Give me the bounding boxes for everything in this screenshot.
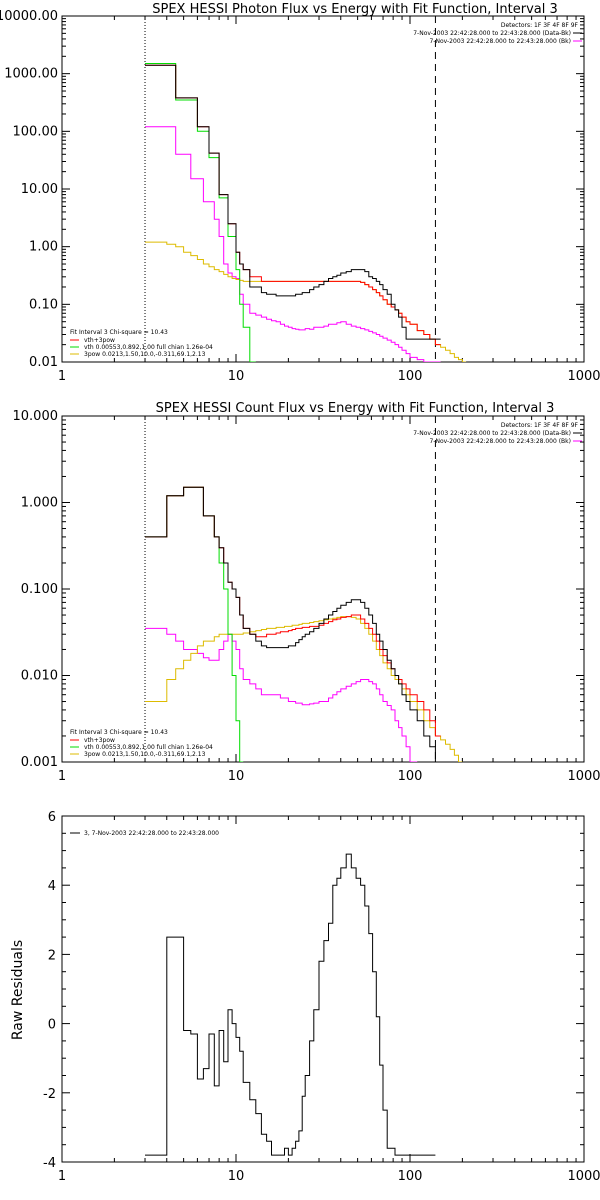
x-tick-label: 1 <box>58 369 66 384</box>
panel1-series <box>145 63 467 362</box>
panel1-fit-info: Fit Interval 3 Chi-square = 10.43 <box>70 329 168 336</box>
total-fit-line <box>145 486 441 737</box>
panel1-bk-interval: 7-Nov-2003 22:42:28.000 to 22:43:28.000 … <box>429 38 571 45</box>
panel2-thermal-label: vth 0.00553,0.892,1.00 full chian 1.26e-… <box>84 744 213 751</box>
panel1-title: SPEX HESSI Photon Flux vs Energy with Fi… <box>152 2 558 17</box>
residuals-line <box>145 853 436 1156</box>
panel2-axes: 1 10 100 1000 0.001 0.010 0.100 1.000 10.000 <box>13 409 600 784</box>
panel1-detectors: Detectors: 1F 3F 4F 8F 9F <box>501 22 579 29</box>
x-tick-label: 1 <box>58 769 66 784</box>
panel2-reference-lines <box>144 416 436 762</box>
thermal-line <box>145 63 256 362</box>
x-tick-label: 1000 <box>567 769 600 784</box>
x-tick-label: 1000 <box>567 369 600 384</box>
power-law-line <box>145 616 463 762</box>
panel2-detectors: Detectors: 1F 3F 4F 8F 9F <box>501 422 579 429</box>
panel3-legend-label: 3, 7-Nov-2003 22:42:28.000 to 22:43:28.0… <box>84 830 219 837</box>
y-tick-label: -2 <box>43 1087 56 1102</box>
y-tick-label: 0.100 <box>21 582 58 597</box>
y-tick-label: 2 <box>48 948 56 963</box>
y-tick-label: 10000.00 <box>0 9 58 24</box>
y-tick-label: 10.000 <box>13 409 59 424</box>
panel1-axes: 1 10 100 1000 0.01 0.10 1.00 10.00 100.00 1000.00… <box>0 9 600 384</box>
y-tick-label: 0.010 <box>21 669 58 684</box>
panel3-frame <box>61 815 585 1163</box>
y-tick-label: 4 <box>48 879 56 894</box>
panel2-series <box>145 486 463 762</box>
x-tick-label: 100 <box>398 1169 423 1184</box>
panel1-pow-label: 3pow 0.0213,1.50,10.0,-0.311,69.1,2.13 <box>84 351 206 358</box>
panel2-fit-info: Fit Interval 3 Chi-square = 10.43 <box>70 729 168 736</box>
background-line <box>145 126 441 362</box>
panel2-frame <box>61 415 585 763</box>
y-tick-label: 10.00 <box>21 182 58 197</box>
background-line <box>145 627 418 762</box>
y-tick-label: 0 <box>48 1018 56 1033</box>
y-tick-label: 1.00 <box>29 240 58 255</box>
panel2-data-interval: 7-Nov-2003 22:42:28.000 to 22:43:28.000 … <box>413 430 571 437</box>
x-tick-label: 100 <box>398 769 423 784</box>
x-tick-label: 1 <box>58 1169 66 1184</box>
x-tick-label: 1000 <box>567 1169 600 1184</box>
y-tick-label: 6 <box>48 810 56 825</box>
panel2-pow-label: 3pow 0.0213,1.50,10.0,-0.311,69.1,2.13 <box>84 751 206 758</box>
panel3-ylabel: Raw Residuals <box>10 940 26 1040</box>
x-tick-label: 10 <box>228 369 245 384</box>
y-tick-label: 1000.00 <box>4 67 58 82</box>
panel2-bk-interval: 7-Nov-2003 22:42:28.000 to 22:43:28.000 … <box>429 438 571 445</box>
y-tick-label: 0.001 <box>21 755 58 770</box>
x-tick-label: 10 <box>228 769 245 784</box>
panel1-thermal-label: vth 0.00553,0.892,1.00 full chian 1.26e-… <box>84 344 213 351</box>
thermal-line <box>145 486 244 762</box>
panel2-total-label: vth+3pow <box>84 737 115 744</box>
y-tick-label: 1.000 <box>21 496 58 511</box>
total-fit-line <box>145 64 441 346</box>
data-line <box>145 486 441 762</box>
data-line <box>145 64 441 340</box>
y-tick-label: 100.00 <box>13 124 59 139</box>
panel2-title: SPEX HESSI Count Flux vs Energy with Fit… <box>156 401 555 416</box>
panel1-data-interval: 7-Nov-2003 22:42:28.000 to 22:43:28.000 … <box>413 30 571 37</box>
photon-flux-panel: SPEX HESSI Photon Flux vs Energy with Fi… <box>0 2 600 384</box>
y-tick-label: -4 <box>43 1156 56 1171</box>
y-tick-label: 0.01 <box>29 355 58 370</box>
panel3-axes: 1 10 100 1000 -4 -2 0 2 4 6 <box>43 810 600 1184</box>
x-tick-label: 10 <box>228 1169 245 1184</box>
panel1-frame <box>61 15 585 363</box>
panel3-series <box>145 853 436 1156</box>
x-tick-label: 100 <box>398 369 423 384</box>
panel1-reference-lines <box>144 16 436 362</box>
residuals-panel: Raw Residuals 1 10 100 1000 -4 -2 0 2 4 6 3, 7-No… <box>10 810 600 1184</box>
y-tick-label: 0.10 <box>29 297 58 312</box>
panel1-total-label: vth+3pow <box>84 337 115 344</box>
count-flux-panel: SPEX HESSI Count Flux vs Energy with Fit… <box>13 401 600 784</box>
